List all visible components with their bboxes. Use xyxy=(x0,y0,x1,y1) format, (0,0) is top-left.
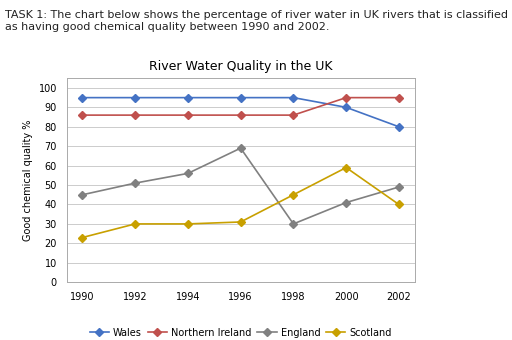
Line: Wales: Wales xyxy=(79,95,402,130)
Scotland xyxy=(185,222,191,226)
Text: TASK 1: The chart below shows the percentage of river water in UK rivers that is: TASK 1: The chart below shows the percen… xyxy=(5,10,508,32)
England xyxy=(238,146,244,150)
Scotland xyxy=(79,236,86,240)
Scotland xyxy=(238,220,244,224)
Northern Ireland xyxy=(396,96,402,100)
England xyxy=(185,171,191,175)
England xyxy=(79,193,86,197)
Northern Ireland xyxy=(79,113,86,117)
Scotland xyxy=(290,193,296,197)
Wales xyxy=(185,96,191,100)
Wales xyxy=(238,96,244,100)
Wales xyxy=(343,105,349,109)
Wales xyxy=(79,96,86,100)
England xyxy=(290,222,296,226)
Line: Northern Ireland: Northern Ireland xyxy=(79,95,402,118)
England xyxy=(132,181,138,185)
Title: River Water Quality in the UK: River Water Quality in the UK xyxy=(149,60,332,73)
Northern Ireland xyxy=(238,113,244,117)
Y-axis label: Good chemical quality %: Good chemical quality % xyxy=(23,120,33,241)
Scotland xyxy=(343,166,349,170)
England xyxy=(343,201,349,205)
Wales xyxy=(396,125,402,129)
Northern Ireland xyxy=(290,113,296,117)
England xyxy=(396,185,402,189)
Scotland xyxy=(396,202,402,206)
Northern Ireland xyxy=(185,113,191,117)
Northern Ireland xyxy=(343,96,349,100)
Wales xyxy=(132,96,138,100)
Wales xyxy=(290,96,296,100)
Northern Ireland xyxy=(132,113,138,117)
Legend: Wales, Northern Ireland, England, Scotland: Wales, Northern Ireland, England, Scotla… xyxy=(86,324,396,340)
Line: England: England xyxy=(79,146,402,227)
Scotland xyxy=(132,222,138,226)
Line: Scotland: Scotland xyxy=(79,165,402,240)
